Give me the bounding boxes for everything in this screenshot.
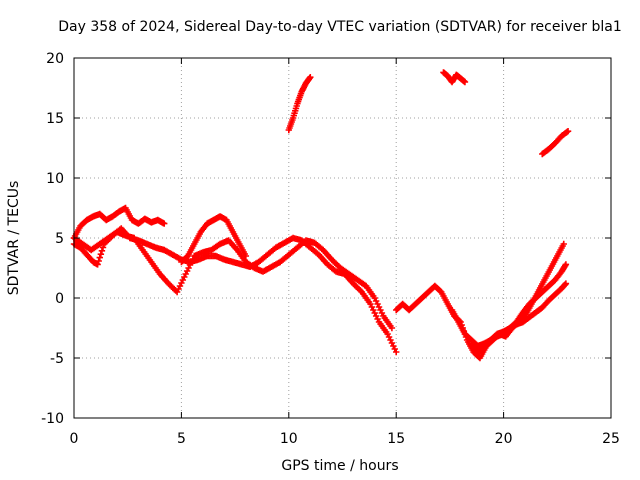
grid-lines: [74, 58, 611, 418]
data-point: [562, 280, 570, 287]
data-point: [94, 261, 101, 268]
series-trace-h: [285, 74, 314, 134]
axes: -10 -5 0 5 10 15 20 0 5 10 15 20 25: [41, 51, 620, 447]
series-trace-j: [539, 128, 572, 158]
x-tick-label: 25: [602, 431, 620, 447]
data-point: [388, 324, 396, 332]
chart-title: Day 358 of 2024, Sidereal Day-to-day VTE…: [58, 19, 621, 35]
data-point: [564, 128, 572, 135]
series-trace-c: [70, 228, 396, 332]
series-trace-f: [448, 261, 570, 350]
y-tick-label: 15: [46, 111, 64, 127]
x-tick-label: 10: [280, 431, 298, 447]
y-tick-label: 20: [46, 51, 64, 67]
data-point: [562, 261, 570, 268]
data-point: [99, 244, 107, 251]
y-axis-label: SDTVAR / TECUs: [6, 181, 22, 296]
series-trace-i: [440, 69, 469, 86]
data-point: [96, 254, 103, 261]
y-tick-label: 0: [55, 291, 64, 307]
series-trace-d: [178, 213, 250, 266]
plot-frame: [73, 57, 612, 419]
x-tick-label: 20: [495, 431, 513, 447]
x-tick-label: 15: [387, 431, 405, 447]
data-point: [98, 247, 106, 254]
data-point: [242, 252, 250, 260]
data-point: [307, 74, 314, 81]
data-point: [97, 251, 105, 258]
y-tick-label: -5: [50, 351, 64, 367]
x-tick-label: 0: [70, 431, 79, 447]
data-points: [70, 69, 572, 362]
y-tick-label: -10: [41, 411, 64, 427]
series-trace-a: [70, 204, 168, 242]
data-point: [461, 78, 469, 86]
data-point: [161, 220, 168, 227]
series-trace-g: [468, 280, 570, 356]
y-tick-label: 5: [55, 231, 64, 247]
x-tick-label: 5: [177, 431, 186, 447]
data-point: [393, 348, 400, 356]
data-point: [95, 257, 102, 265]
data-point: [560, 240, 567, 248]
x-axis-label: GPS time / hours: [281, 458, 398, 474]
y-tick-label: 10: [46, 171, 64, 187]
